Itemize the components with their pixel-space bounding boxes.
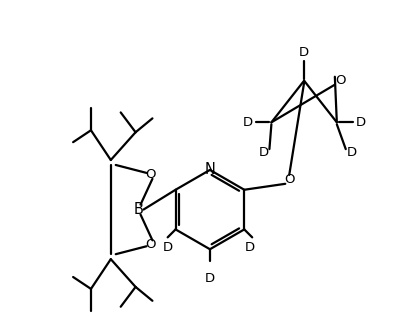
Text: D: D	[347, 146, 357, 159]
Text: O: O	[336, 74, 346, 87]
Text: O: O	[145, 168, 156, 182]
Text: D: D	[299, 47, 309, 59]
Text: D: D	[205, 273, 215, 286]
Text: O: O	[145, 238, 156, 251]
Text: D: D	[259, 146, 269, 159]
Text: N: N	[204, 162, 215, 177]
Text: D: D	[163, 241, 173, 254]
Text: O: O	[284, 173, 295, 186]
Text: D: D	[356, 116, 366, 129]
Text: B: B	[134, 202, 143, 217]
Text: D: D	[244, 241, 255, 254]
Text: D: D	[242, 116, 252, 129]
